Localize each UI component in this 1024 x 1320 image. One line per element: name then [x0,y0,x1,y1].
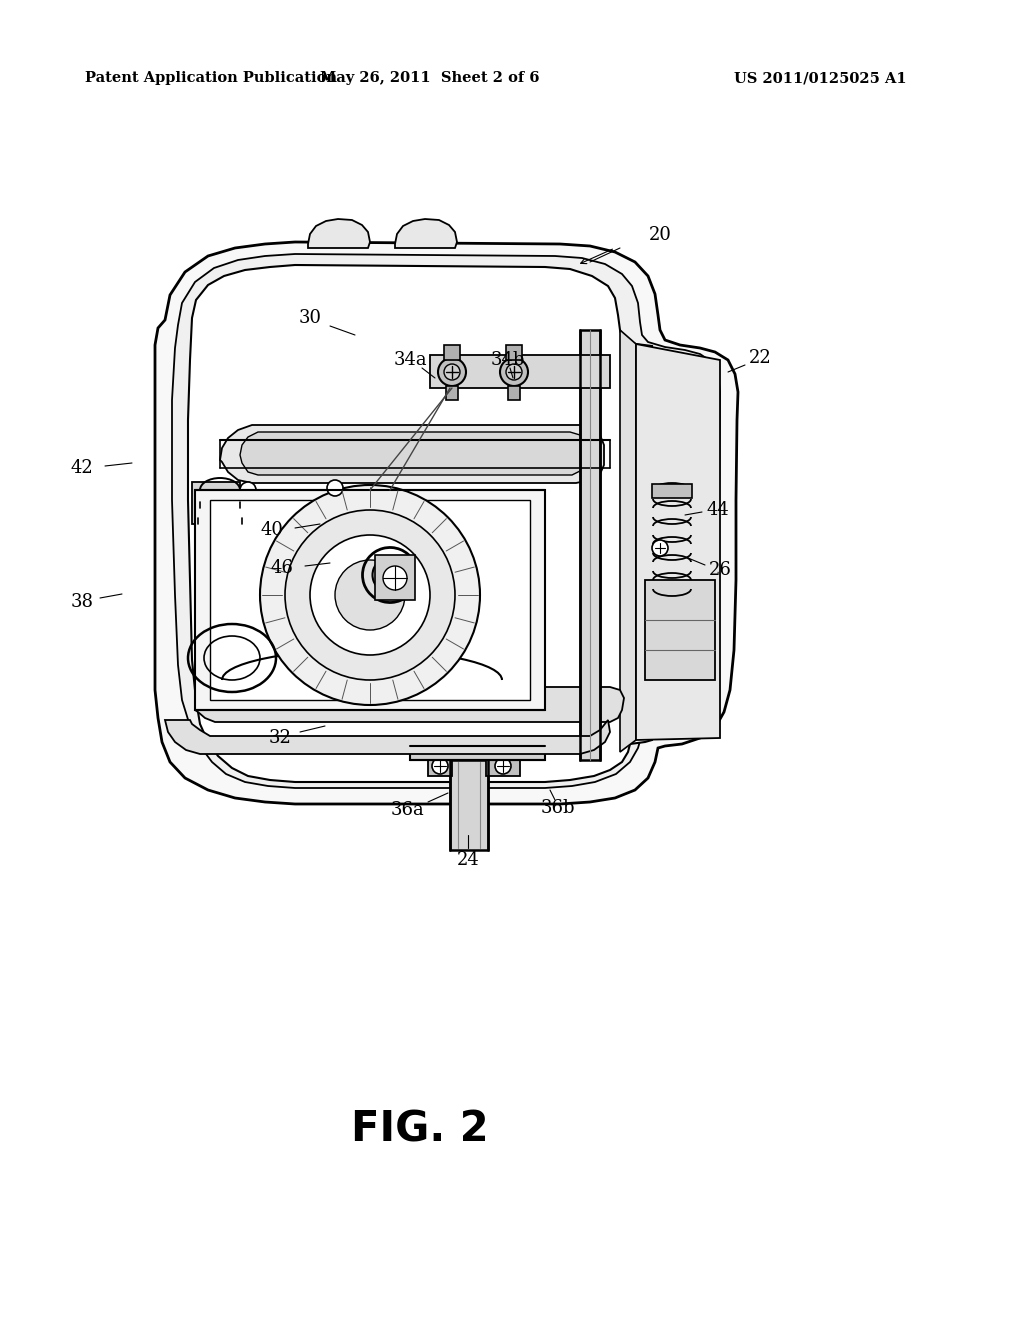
Text: 32: 32 [268,729,292,747]
Polygon shape [645,579,715,680]
Polygon shape [486,756,520,776]
Polygon shape [172,253,720,788]
Polygon shape [188,265,652,781]
Text: US 2011/0125025 A1: US 2011/0125025 A1 [733,71,906,84]
Circle shape [310,535,430,655]
Text: Patent Application Publication: Patent Application Publication [85,71,337,84]
Polygon shape [636,345,720,741]
Polygon shape [652,484,692,498]
Circle shape [444,364,460,380]
Polygon shape [428,756,452,776]
Text: 34b: 34b [490,351,525,370]
Polygon shape [165,719,610,754]
Text: 36a: 36a [391,801,425,818]
Circle shape [495,758,511,774]
Polygon shape [620,330,636,752]
Polygon shape [375,554,415,601]
Polygon shape [308,219,370,248]
Text: 40: 40 [260,521,284,539]
Polygon shape [580,330,600,760]
Text: 22: 22 [749,348,771,367]
Polygon shape [195,686,624,722]
Polygon shape [410,746,545,760]
Circle shape [240,482,256,498]
Text: 30: 30 [299,309,322,327]
Polygon shape [430,355,610,388]
Text: 24: 24 [457,851,479,869]
Circle shape [327,480,343,496]
Text: 44: 44 [707,502,729,519]
Circle shape [383,566,407,590]
Circle shape [438,358,466,385]
Circle shape [260,484,480,705]
Text: 26: 26 [709,561,731,579]
Text: May 26, 2011  Sheet 2 of 6: May 26, 2011 Sheet 2 of 6 [321,71,540,84]
Circle shape [506,364,522,380]
Polygon shape [395,219,457,248]
Circle shape [432,758,449,774]
Polygon shape [210,500,530,700]
Text: FIG. 2: FIG. 2 [351,1109,488,1151]
Polygon shape [240,432,586,475]
Text: 20: 20 [648,226,672,244]
Polygon shape [444,345,460,360]
Polygon shape [193,482,240,524]
Polygon shape [506,345,522,360]
Text: 46: 46 [270,558,294,577]
Polygon shape [446,385,458,400]
Polygon shape [508,385,520,400]
Polygon shape [195,490,545,710]
Circle shape [335,560,406,630]
Circle shape [652,540,668,556]
Polygon shape [155,242,738,804]
Polygon shape [220,425,604,483]
Text: 42: 42 [71,459,93,477]
Text: 36b: 36b [541,799,575,817]
Text: 38: 38 [71,593,93,611]
Polygon shape [450,760,488,850]
Circle shape [285,510,455,680]
Circle shape [500,358,528,385]
Text: 34a: 34a [393,351,427,370]
